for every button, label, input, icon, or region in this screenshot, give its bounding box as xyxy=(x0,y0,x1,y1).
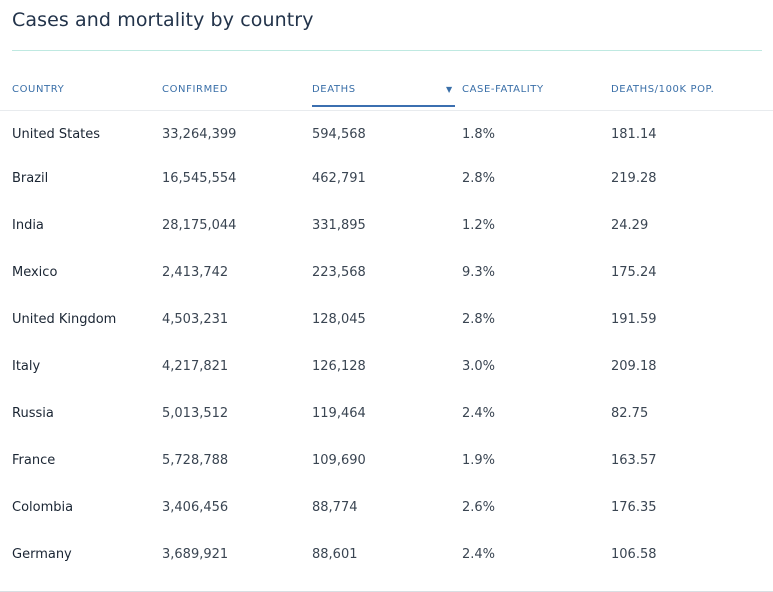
table-row: Russia 5,013,512 119,464 2.4% 82.75 xyxy=(0,390,773,437)
cell-confirmed: 4,217,821 xyxy=(162,359,229,374)
cell-deaths: 223,568 xyxy=(312,265,366,280)
cell-deaths-per-100k: 175.24 xyxy=(611,265,657,280)
table-row: France 5,728,788 109,690 1.9% 163.57 xyxy=(0,437,773,484)
cell-country: Colombia xyxy=(12,500,74,515)
column-header-deaths-per-100k[interactable]: DEATHS/100K POP. xyxy=(611,84,715,95)
cell-country: France xyxy=(12,453,56,468)
cell-country: United Kingdom xyxy=(12,312,117,327)
triangle-down-icon[interactable]: ▼ xyxy=(446,85,453,94)
cell-confirmed: 3,689,921 xyxy=(162,547,229,562)
table-row: Brazil 16,545,554 462,791 2.8% 219.28 xyxy=(0,155,773,202)
cell-deaths: 594,568 xyxy=(312,127,366,142)
cell-deaths-per-100k: 176.35 xyxy=(611,500,657,515)
table-row: India 28,175,044 331,895 1.2% 24.29 xyxy=(0,202,773,249)
cell-country: Italy xyxy=(12,359,41,374)
cell-confirmed: 5,013,512 xyxy=(162,406,229,421)
cell-deaths: 128,045 xyxy=(312,312,366,327)
cell-country: Russia xyxy=(12,406,54,421)
cell-case-fatality: 1.8% xyxy=(462,127,496,142)
cell-deaths-per-100k: 209.18 xyxy=(611,359,657,374)
cell-confirmed: 4,503,231 xyxy=(162,312,229,327)
table-row: Colombia 3,406,456 88,774 2.6% 176.35 xyxy=(0,484,773,531)
column-header-confirmed[interactable]: CONFIRMED xyxy=(162,84,229,95)
table-row: Italy 4,217,821 126,128 3.0% 209.18 xyxy=(0,343,773,390)
title-divider xyxy=(12,50,762,51)
table-title: Cases and mortality by country xyxy=(12,9,314,31)
cell-case-fatality: 2.6% xyxy=(462,500,496,515)
cell-confirmed: 5,728,788 xyxy=(162,453,229,468)
table-row: United Kingdom 4,503,231 128,045 2.8% 19… xyxy=(0,296,773,343)
table-row: United States 33,264,399 594,568 1.8% 18… xyxy=(0,111,773,158)
cell-deaths-per-100k: 106.58 xyxy=(611,547,657,562)
cell-deaths-per-100k: 219.28 xyxy=(611,171,657,186)
cell-deaths-per-100k: 191.59 xyxy=(611,312,657,327)
cell-deaths: 126,128 xyxy=(312,359,366,374)
cell-case-fatality: 1.2% xyxy=(462,218,496,233)
cell-deaths: 331,895 xyxy=(312,218,366,233)
cell-deaths-per-100k: 24.29 xyxy=(611,218,649,233)
column-header-country[interactable]: COUNTRY xyxy=(12,84,65,95)
cell-case-fatality: 2.4% xyxy=(462,406,496,421)
column-header-case-fatality[interactable]: CASE-FATALITY xyxy=(462,84,544,95)
table-row: Mexico 2,413,742 223,568 9.3% 175.24 xyxy=(0,249,773,296)
cell-country: India xyxy=(12,218,44,233)
cell-country: Brazil xyxy=(12,171,49,186)
cell-case-fatality: 1.9% xyxy=(462,453,496,468)
cell-deaths: 109,690 xyxy=(312,453,366,468)
cell-country: Mexico xyxy=(12,265,58,280)
cell-deaths: 88,774 xyxy=(312,500,358,515)
cell-case-fatality: 2.8% xyxy=(462,171,496,186)
table-header: COUNTRY CONFIRMED DEATHS ▼ CASE-FATALITY… xyxy=(0,72,773,111)
cell-case-fatality: 2.8% xyxy=(462,312,496,327)
cell-deaths: 119,464 xyxy=(312,406,366,421)
cell-deaths: 88,601 xyxy=(312,547,358,562)
cell-deaths-per-100k: 163.57 xyxy=(611,453,657,468)
cell-confirmed: 33,264,399 xyxy=(162,127,237,142)
cell-confirmed: 2,413,742 xyxy=(162,265,229,280)
cell-deaths-per-100k: 181.14 xyxy=(611,127,657,142)
cell-case-fatality: 9.3% xyxy=(462,265,496,280)
cell-case-fatality: 2.4% xyxy=(462,547,496,562)
cell-confirmed: 28,175,044 xyxy=(162,218,237,233)
cell-deaths: 462,791 xyxy=(312,171,366,186)
table-row: Germany 3,689,921 88,601 2.4% 106.58 xyxy=(0,531,773,578)
sorted-column-indicator xyxy=(312,105,455,107)
cell-country: United States xyxy=(12,127,101,142)
cell-confirmed: 3,406,456 xyxy=(162,500,229,515)
column-header-deaths[interactable]: DEATHS xyxy=(312,84,356,95)
cell-deaths-per-100k: 82.75 xyxy=(611,406,649,421)
cell-country: Germany xyxy=(12,547,72,562)
cell-case-fatality: 3.0% xyxy=(462,359,496,374)
cell-confirmed: 16,545,554 xyxy=(162,171,237,186)
